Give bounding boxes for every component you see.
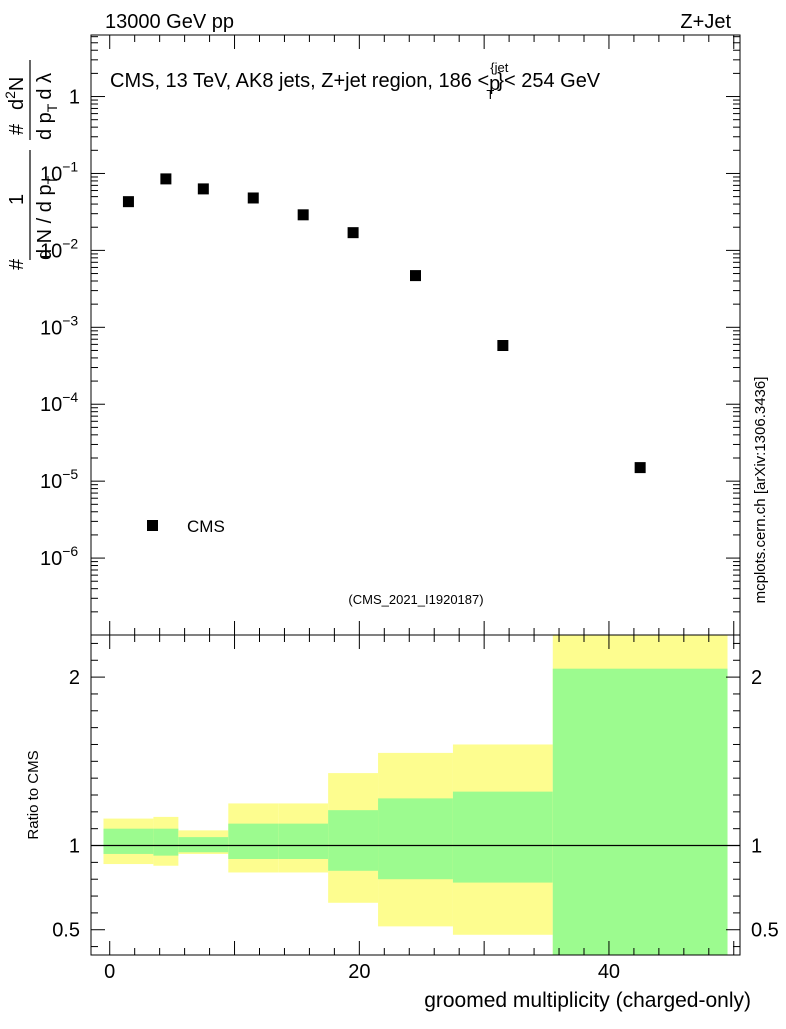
ylabel-t-sub-2: T (44, 103, 60, 112)
main-title-sub: T (486, 87, 494, 102)
ratio-y-axis-label: Ratio to CMS (25, 750, 42, 839)
ratio-stat-band (178, 837, 229, 853)
ylabel-dn-dpt-text: d N / d p (34, 184, 56, 260)
ratio-stat-band (328, 810, 379, 871)
ylabel-one: 1 (6, 194, 28, 205)
main-panel: 110−110−210−310−410−510−6 CMS, 13 TeV, A… (2, 34, 741, 636)
ratio-panel: 0.5 0.5 1 1 2 2 0 20 40 Ratio to CMS groomed mu… (25, 634, 779, 1012)
header-right-label: Z+Jet (680, 11, 731, 33)
data-point (122, 196, 134, 208)
ylabel-dn-dpt: d N / d pT (34, 175, 60, 260)
main-title-text: CMS, 13 TeV, AK8 jets, Z+jet region, 186… (110, 70, 489, 92)
main-title-pt: p (489, 73, 500, 95)
ratio-stat-band (153, 828, 179, 856)
x-axis-label: groomed multiplicity (charged-only) (424, 989, 751, 1012)
x-tick-label: 40 (598, 961, 620, 983)
ylabel-t-sub-1: T (44, 175, 60, 184)
data-point (197, 183, 209, 195)
analysis-watermark: (CMS_2021_I1920187) (348, 592, 483, 607)
main-title: CMS, 13 TeV, AK8 jets, Z+jet region, 186… (110, 60, 601, 102)
ylabel-dpt: d p (34, 112, 56, 140)
ratio-y-tick-label-left: 1 (69, 836, 80, 858)
x-tick-label: 20 (348, 961, 370, 983)
main-y-tick-label: 10−4 (40, 389, 78, 416)
ratio-stat-band (452, 791, 553, 883)
ylabel-d2n: d2N (2, 77, 28, 110)
data-point (634, 462, 646, 474)
ylabel-dlambda: d λ (34, 73, 56, 100)
ratio-y-tick-label-left: 0.5 (52, 920, 80, 942)
ratio-x-ticks: 0 20 40 (104, 635, 735, 983)
main-y-tick-label: 10−2 (40, 235, 78, 262)
ratio-bands (103, 635, 728, 955)
main-title-close: } (497, 70, 504, 92)
main-panel-frame (90, 34, 741, 636)
data-point (347, 227, 359, 239)
data-point (160, 173, 172, 185)
x-tick-label: 0 (104, 961, 115, 983)
header-left-label: 13000 GeV pp (105, 11, 234, 33)
main-y-tick-label: 10−5 (40, 466, 78, 493)
ratio-stat-band (552, 668, 728, 955)
main-y-tick-label: 1 (69, 87, 80, 109)
data-point (497, 340, 509, 352)
ratio-y-tick-label-right: 0.5 (751, 920, 779, 942)
legend-label: CMS (187, 517, 225, 536)
main-y-axis-label: # 1 d N / d pT # d2N d pTd λ (2, 60, 60, 270)
ylabel-dpt-dl: d pTd λ (34, 73, 60, 140)
legend: CMS (147, 517, 225, 536)
ratio-y-tick-label-left: 2 (69, 667, 80, 689)
main-y-ticks: 110−110−210−310−410−510−6 (40, 36, 740, 636)
main-title-sup: {jet (490, 60, 508, 75)
legend-marker (147, 520, 158, 531)
ratio-y-tick-label-right: 1 (751, 836, 762, 858)
main-x-ticks (109, 35, 735, 635)
data-point (297, 209, 309, 221)
ratio-stat-band (228, 823, 279, 859)
main-y-tick-exponent: −3 (62, 312, 78, 328)
ylabel-hash-1: # (6, 258, 28, 270)
main-y-tick-exponent: −4 (62, 389, 78, 405)
data-point (247, 192, 259, 204)
ylabel-n: N (6, 77, 28, 91)
mcplots-side-label: mcplots.cern.ch [arXiv:1306.3436] (752, 377, 769, 604)
main-y-tick-exponent: −5 (62, 466, 78, 482)
data-point (410, 270, 421, 282)
data-markers (122, 173, 646, 474)
ylabel-d: d (6, 99, 28, 110)
ratio-stat-band (378, 798, 453, 880)
main-y-tick-exponent: −1 (62, 158, 78, 174)
ratio-y-tick-label-right: 2 (751, 667, 762, 689)
ratio-y-ticks: 0.5 0.5 1 1 2 2 (52, 642, 779, 948)
main-y-tick-exponent: −2 (62, 235, 78, 251)
ylabel-hash-2: # (6, 123, 28, 135)
ratio-stat-band (278, 823, 329, 859)
ratio-stat-band (103, 828, 154, 854)
main-y-tick-exponent: −6 (62, 543, 78, 559)
main-y-tick-label: 10−3 (40, 312, 78, 339)
main-title-tail: < 254 GeV (504, 70, 601, 92)
main-y-tick-label: 10−6 (40, 543, 78, 570)
ylabel-two: 2 (2, 91, 18, 99)
